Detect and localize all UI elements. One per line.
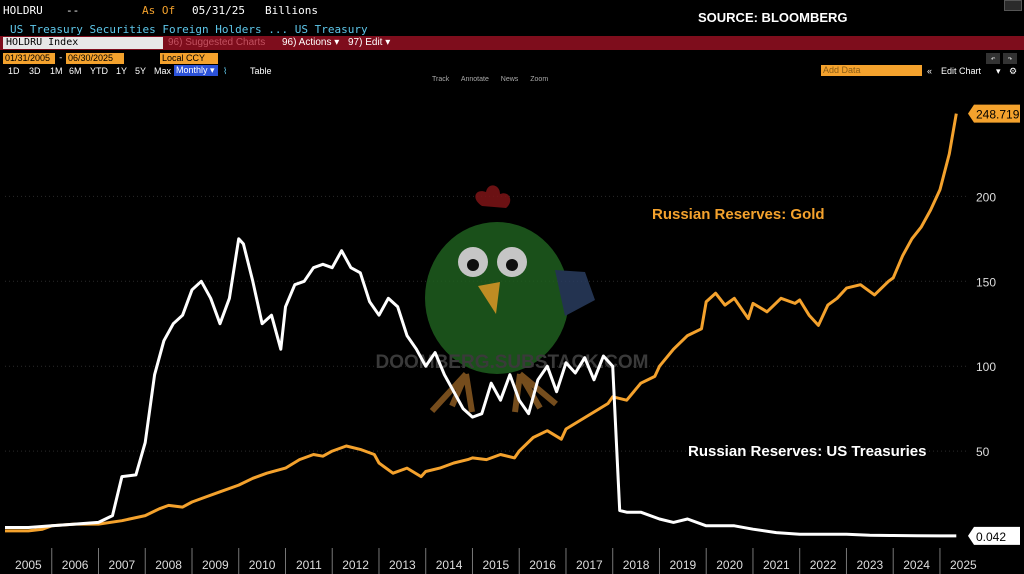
actions-menu[interactable]: 96) Actions ▾ <box>282 37 340 48</box>
edit-menu[interactable]: 97) Edit ▾ <box>348 37 391 48</box>
x-tick-label: 2013 <box>389 558 416 572</box>
y-tick-label: 100 <box>976 360 996 374</box>
last-value-tag-1: 0.042 <box>968 526 1020 545</box>
comb-shape <box>475 185 511 208</box>
period-row: 1D 3D 1M 6M YTD 1Y 5Y Max Monthly ▾ ⌇ Ta… <box>0 65 1024 77</box>
x-tick-label: 2016 <box>529 558 556 572</box>
start-date-field[interactable]: 01/31/2005 <box>3 53 55 64</box>
asof-label: As Of <box>142 4 176 17</box>
series-line-0 <box>5 113 958 533</box>
x-tick-label: 2023 <box>856 558 883 572</box>
last-value-label: 0.042 <box>976 530 1006 544</box>
security-description: US Treasury Securities Foreign Holders .… <box>10 23 368 36</box>
annotate-tool[interactable]: Annotate <box>460 76 489 83</box>
chart-area: DOOMBERG.SUBSTACK.COM 50 100 150 200 2005 20… <box>0 86 1024 574</box>
asof-date: 05/31/25 <box>192 4 245 17</box>
chevron-down-icon[interactable]: ▾ <box>996 66 1001 76</box>
tail-shape <box>555 270 595 316</box>
last-value-tag-0: 248.719 <box>968 104 1020 123</box>
x-tick-label: 2009 <box>202 558 229 572</box>
currency-select[interactable]: Local CCY <box>160 53 218 64</box>
x-tick-label: 2019 <box>669 558 696 572</box>
source-label: SOURCE: BLOOMBERG <box>698 10 848 25</box>
window-popout-icon[interactable] <box>1004 0 1022 11</box>
x-tick-label: 2006 <box>62 558 89 572</box>
period-3d[interactable]: 3D <box>29 66 41 76</box>
y-tick-label: 150 <box>976 275 996 289</box>
x-tick-label: 2011 <box>296 558 322 572</box>
x-tick-label: 2010 <box>249 558 276 572</box>
x-tick-label: 2021 <box>763 558 790 572</box>
edit-chart-button[interactable]: Edit Chart <box>941 66 982 76</box>
x-tick-label: 2005 <box>15 558 42 572</box>
ticker: HOLDRU <box>3 4 43 17</box>
period-6m[interactable]: 6M <box>69 66 82 76</box>
x-tick-label: 2008 <box>155 558 182 572</box>
add-data-input[interactable]: Add Data <box>821 65 922 76</box>
last-value-label: 248.719 <box>976 108 1020 122</box>
end-date-field[interactable]: 06/30/2025 <box>66 53 124 64</box>
line-chart-icon[interactable]: ⌇ <box>223 66 228 76</box>
series-line-1 <box>5 237 957 538</box>
treasuries-series-label: Russian Reserves: US Treasuries <box>688 443 926 460</box>
date-range-row: 01/31/2005 - 06/30/2025 Local CCY ↶ ↷ <box>0 53 1024 65</box>
period-1y[interactable]: 1Y <box>116 66 128 76</box>
period-ytd[interactable]: YTD <box>90 66 108 76</box>
beak-shape <box>478 282 500 314</box>
undo-icon[interactable]: ↶ <box>986 53 1000 64</box>
x-tick-label: 2018 <box>623 558 650 572</box>
year-gridlines <box>5 195 968 452</box>
x-tick-label: 2024 <box>903 558 930 572</box>
security-header: HOLDRU -- As Of 05/31/25 Billions SOURCE… <box>0 0 1024 25</box>
frequency-select[interactable]: Monthly ▾ <box>174 65 218 76</box>
units-label: Billions <box>265 4 318 17</box>
command-bar: HOLDRU Index 96) Suggested Charts 96) Ac… <box>0 36 1024 50</box>
period-5y[interactable]: 5Y <box>135 66 147 76</box>
y-axis: 50 100 150 200 <box>976 190 996 459</box>
x-tick-label: 2012 <box>342 558 369 572</box>
track-tool[interactable]: Track <box>432 76 450 83</box>
gear-icon[interactable]: ⚙ <box>1009 66 1018 76</box>
last-value-tags: 248.719 0.042 <box>968 104 1020 545</box>
redo-icon[interactable]: ↷ <box>1003 53 1017 64</box>
period-max[interactable]: Max <box>154 66 172 76</box>
collapse-icon[interactable]: « <box>927 66 933 76</box>
table-button[interactable]: Table <box>250 66 272 76</box>
index-field[interactable]: HOLDRU Index <box>3 37 163 49</box>
x-tick-label: 2020 <box>716 558 743 572</box>
suggested-charts-button[interactable]: 96) Suggested Charts <box>168 37 266 48</box>
x-tick-label: 2017 <box>576 558 603 572</box>
period-1m[interactable]: 1M <box>50 66 63 76</box>
left-foot-shape <box>429 371 475 414</box>
period-1d[interactable]: 1D <box>8 66 20 76</box>
chart-tools: Track Annotate News Zoom <box>432 76 558 86</box>
x-axis: 2005 2006 2007 2008 2009 2010 2011 2012 2013 2014… <box>15 548 977 574</box>
zoom-tool[interactable]: Zoom <box>530 76 549 83</box>
y-tick-label: 50 <box>976 445 990 459</box>
gold-series-label: Russian Reserves: Gold <box>652 206 825 223</box>
x-tick-label: 2025 <box>950 558 977 572</box>
price-dash: -- <box>66 4 80 17</box>
x-tick-label: 2014 <box>436 558 463 572</box>
subtitle-row: US Treasury Securities Foreign Holders .… <box>0 23 1024 36</box>
y-tick-label: 200 <box>976 190 996 204</box>
date-separator-icon: - <box>58 53 64 63</box>
green-chicken-mascot <box>425 185 595 414</box>
x-tick-label: 2015 <box>482 558 509 572</box>
series-lines <box>5 113 958 538</box>
x-tick-label: 2007 <box>109 558 136 572</box>
x-tick-label: 2022 <box>810 558 837 572</box>
news-tool[interactable]: News <box>500 76 519 83</box>
